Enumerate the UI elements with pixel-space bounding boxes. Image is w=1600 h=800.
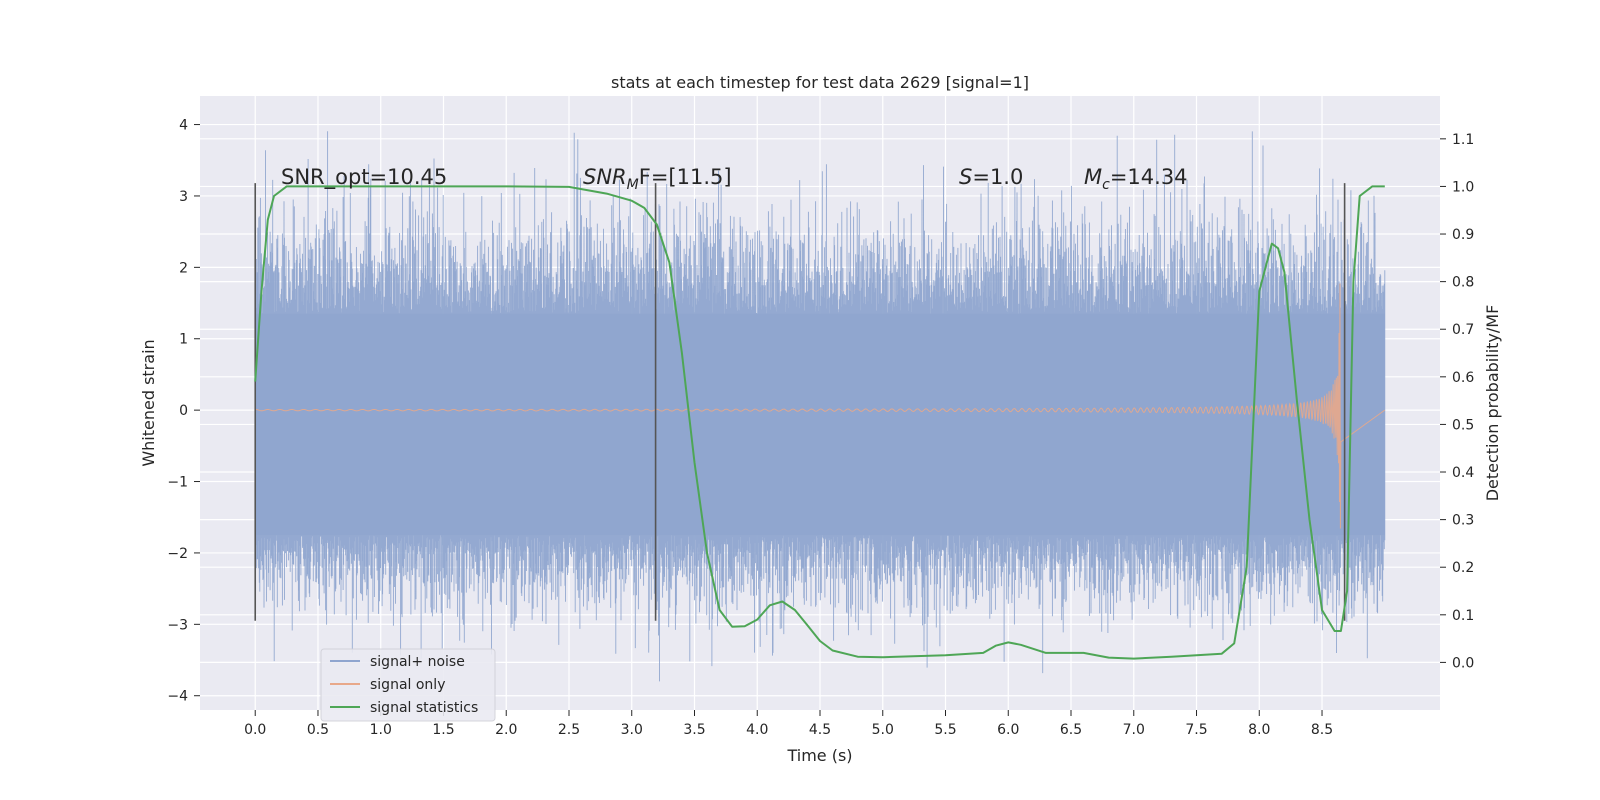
y2-tick-label: 0.8 (1452, 275, 1474, 291)
noise-series (254, 131, 1386, 682)
legend: signal+ noise signal only signal statist… (320, 648, 496, 722)
legend-label-stats: signal statistics (370, 700, 478, 716)
vertical-markers (254, 183, 1346, 621)
y2-tick-label: 0.3 (1452, 513, 1474, 529)
tick-labels: 0.0 0.5 1.0 1.5 2.0 2.5 3.0 3.5 4.0 4.5 5.0 5.5 6.0 6… (167, 118, 1474, 738)
x-tick-label: 4.0 (746, 722, 768, 738)
annotation-mc: Mc=14.34 (1084, 165, 1188, 193)
y-tick-label: 3 (179, 189, 188, 205)
stats-line (254, 185, 1385, 660)
x-tick-label: 5.5 (934, 722, 956, 738)
y-tick-label: 4 (179, 118, 188, 134)
legend-box (320, 648, 496, 722)
y2-axis-label: Detection probability/MF (1483, 305, 1502, 502)
legend-label-noise: signal+ noise (370, 654, 465, 670)
signal-line (255, 283, 1386, 529)
x-tick-label: 6.0 (997, 722, 1019, 738)
x-tick-label: 2.5 (558, 722, 580, 738)
y2-tick-label: 0.6 (1452, 370, 1474, 386)
y2-tick-label: 0.1 (1452, 608, 1474, 624)
y-tick-label: 0 (179, 403, 188, 419)
legend-label-signal: signal only (370, 677, 445, 693)
y-tick-label: −3 (167, 617, 188, 633)
x-tick-label: 3.5 (683, 722, 705, 738)
x-tick-label: 7.0 (1123, 722, 1145, 738)
annotation-snr-opt: SNR_opt=10.45 (281, 165, 447, 190)
y-tick-label: 2 (179, 260, 188, 276)
y2-tick-label: 0.0 (1452, 655, 1474, 671)
y-tick-label: −1 (167, 475, 188, 491)
x-tick-label: 1.0 (370, 722, 392, 738)
signal-series (255, 283, 1386, 529)
x-tick-label: 0.0 (244, 722, 266, 738)
y2-tick-label: 1.0 (1452, 179, 1474, 195)
annotation-snr-mf: SNRMF=[11.5] (583, 165, 732, 193)
stats-series (254, 185, 1385, 660)
x-tick-label: 2.0 (495, 722, 517, 738)
y2-tick-label: 0.4 (1452, 465, 1474, 481)
y2-tick-label: 1.1 (1452, 132, 1474, 148)
x-axis-label: Time (s) (786, 746, 852, 765)
x-tick-label: 3.0 (621, 722, 643, 738)
y-axis-label: Whitened strain (139, 339, 158, 466)
y-tick-label: 1 (179, 332, 188, 348)
x-tick-label: 0.5 (307, 722, 329, 738)
y2-tick-label: 0.2 (1452, 560, 1474, 576)
x-tick-label: 8.0 (1248, 722, 1270, 738)
x-tick-label: 4.5 (809, 722, 831, 738)
x-tick-label: 6.5 (1060, 722, 1082, 738)
y-tick-label: −2 (167, 546, 188, 562)
y2-tick-label: 0.7 (1452, 322, 1474, 338)
annotation-s: S=1.0 (959, 165, 1023, 189)
x-tick-label: 7.5 (1185, 722, 1207, 738)
y-tick-label: −4 (167, 689, 188, 705)
y2-tick-label: 0.5 (1452, 417, 1474, 433)
y2-tick-label: 0.9 (1452, 227, 1474, 243)
x-tick-label: 5.0 (872, 722, 894, 738)
chart-title: stats at each timestep for test data 262… (611, 73, 1029, 92)
x-tick-label: 8.5 (1311, 722, 1333, 738)
x-tick-label: 1.5 (432, 722, 454, 738)
